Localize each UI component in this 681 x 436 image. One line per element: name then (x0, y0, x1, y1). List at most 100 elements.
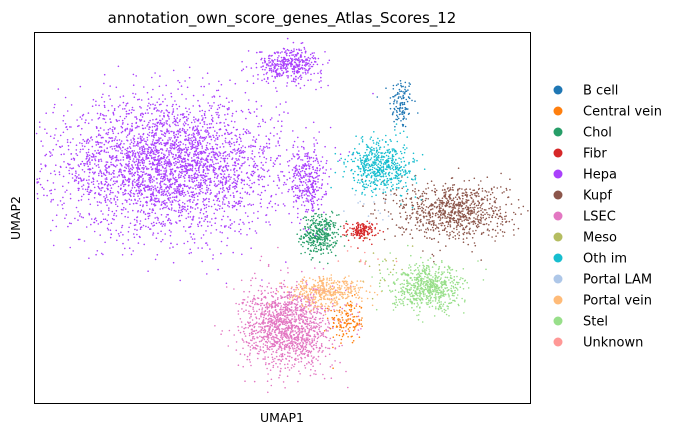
data-point (326, 317, 329, 320)
data-point (154, 212, 157, 215)
data-point (326, 160, 328, 162)
data-point (317, 215, 319, 217)
data-point (318, 230, 320, 232)
data-point (224, 183, 227, 186)
data-point (46, 194, 48, 197)
data-point (88, 154, 91, 157)
data-point (285, 149, 288, 151)
data-point (286, 82, 289, 84)
data-point (236, 159, 238, 162)
data-point (208, 83, 210, 85)
data-point (168, 111, 171, 114)
data-point (188, 164, 190, 166)
data-point (286, 161, 289, 163)
data-point (126, 102, 129, 104)
data-point (303, 204, 306, 207)
data-point (139, 148, 141, 150)
data-point (165, 183, 167, 186)
data-point (300, 177, 303, 179)
data-point (262, 146, 265, 148)
data-point (228, 153, 231, 155)
data-point (102, 136, 104, 139)
data-point (396, 107, 399, 110)
data-point (225, 187, 228, 189)
data-point (135, 122, 137, 124)
data-point (141, 149, 143, 152)
data-point (356, 315, 358, 318)
data-point (39, 170, 41, 173)
data-point (155, 222, 158, 225)
data-point (179, 211, 182, 214)
data-point (371, 234, 374, 237)
data-point (313, 247, 316, 249)
data-point (154, 123, 156, 125)
data-point (210, 165, 213, 167)
data-point (108, 140, 110, 143)
data-point (311, 65, 314, 68)
data-point (179, 144, 181, 146)
data-point (357, 226, 360, 229)
data-point (316, 142, 319, 144)
data-point (304, 226, 307, 228)
data-point (84, 145, 86, 148)
data-point (224, 151, 227, 153)
data-point (246, 129, 248, 131)
data-point (75, 153, 77, 155)
data-point (157, 121, 160, 124)
data-point (157, 164, 159, 166)
data-point (105, 181, 108, 183)
data-point (300, 244, 303, 246)
data-point (392, 88, 395, 90)
data-point (312, 210, 314, 212)
data-point (212, 254, 214, 256)
data-point (156, 169, 159, 172)
data-point (185, 151, 188, 154)
data-point (357, 229, 360, 231)
data-point (280, 65, 282, 68)
data-point (82, 184, 85, 186)
data-point (124, 176, 126, 179)
data-point (164, 167, 166, 170)
data-point (312, 217, 315, 220)
data-point (274, 77, 277, 79)
data-point (174, 136, 177, 138)
data-point (204, 183, 207, 185)
data-point (310, 250, 313, 252)
data-point (236, 190, 239, 193)
data-point (177, 129, 179, 132)
data-point (233, 171, 236, 173)
data-point (225, 141, 227, 144)
data-point (175, 146, 177, 149)
data-point (173, 134, 175, 137)
data-point (376, 96, 379, 98)
data-point (247, 158, 249, 161)
data-point (61, 145, 63, 147)
data-point (321, 167, 324, 169)
data-point (401, 207, 404, 210)
data-point (193, 153, 195, 155)
data-point (205, 149, 207, 151)
data-point (134, 116, 136, 118)
data-point (314, 149, 316, 151)
data-point (168, 208, 171, 211)
data-point (184, 131, 186, 134)
data-point (293, 65, 295, 67)
data-point (474, 194, 477, 197)
data-point (188, 187, 191, 190)
data-point (308, 253, 311, 256)
data-point (154, 258, 157, 261)
data-point (259, 148, 261, 150)
data-point (83, 162, 85, 165)
data-point (231, 182, 234, 184)
data-point (186, 118, 188, 121)
data-point (352, 234, 355, 237)
data-point (210, 159, 212, 161)
data-point (183, 195, 185, 197)
data-point (147, 123, 149, 126)
data-point (289, 177, 291, 179)
data-point (143, 197, 145, 199)
data-point (308, 227, 310, 229)
data-point (485, 223, 488, 225)
data-point (289, 52, 291, 54)
data-point (183, 226, 185, 228)
